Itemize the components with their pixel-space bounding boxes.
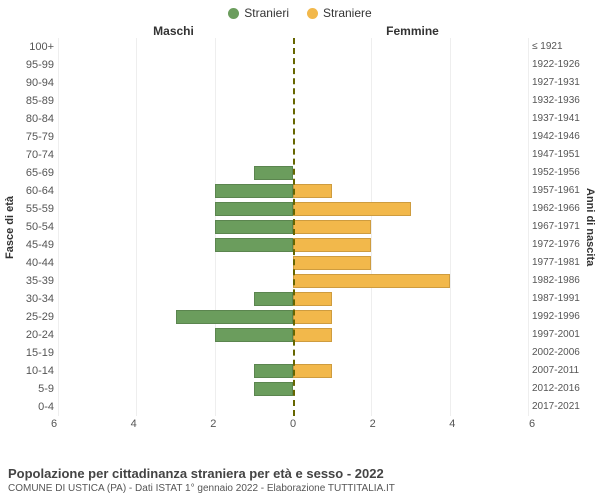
bar-male xyxy=(215,184,293,198)
birth-label: 2002-2006 xyxy=(532,344,582,362)
plot xyxy=(58,38,528,416)
x-tick: 4 xyxy=(449,418,455,430)
caption-sub: COMUNE DI USTICA (PA) - Dati ISTAT 1° ge… xyxy=(8,483,395,494)
bar-female xyxy=(293,238,371,252)
age-label: 20-24 xyxy=(18,326,54,344)
bar-female xyxy=(293,364,332,378)
legend-item-male: Stranieri xyxy=(228,6,289,20)
age-label: 90-94 xyxy=(18,74,54,92)
birth-label: 1992-1996 xyxy=(532,308,582,326)
header-female: Femmine xyxy=(293,24,532,38)
birth-label: 1942-1946 xyxy=(532,128,582,146)
bar-male xyxy=(254,166,293,180)
age-label: 80-84 xyxy=(18,110,54,128)
center-divider xyxy=(293,38,295,416)
bar-male xyxy=(176,310,294,324)
bar-male xyxy=(254,292,293,306)
age-labels: 100+95-9990-9485-8980-8475-7970-7465-696… xyxy=(18,38,58,416)
age-label: 95-99 xyxy=(18,56,54,74)
swatch-male xyxy=(228,8,239,19)
age-label: 15-19 xyxy=(18,344,54,362)
birth-label: 1982-1986 xyxy=(532,272,582,290)
age-label: 55-59 xyxy=(18,200,54,218)
yaxis-left-label: Fasce di età xyxy=(4,196,18,259)
age-label: 75-79 xyxy=(18,128,54,146)
bar-female xyxy=(293,256,371,270)
legend-label-male: Stranieri xyxy=(244,6,289,20)
bar-male xyxy=(215,220,293,234)
caption: Popolazione per cittadinanza straniera p… xyxy=(8,466,395,494)
bar-female xyxy=(293,184,332,198)
age-label: 50-54 xyxy=(18,218,54,236)
bar-male xyxy=(254,364,293,378)
bar-female xyxy=(293,328,332,342)
birth-label: 1972-1976 xyxy=(532,236,582,254)
x-tick: 6 xyxy=(51,418,57,430)
legend: Stranieri Straniere xyxy=(0,0,600,20)
age-label: 65-69 xyxy=(18,164,54,182)
x-tick: 4 xyxy=(131,418,137,430)
birth-label: 1932-1936 xyxy=(532,92,582,110)
birth-label: 1987-1991 xyxy=(532,290,582,308)
birth-label: ≤ 1921 xyxy=(532,38,582,56)
x-tick: 2 xyxy=(210,418,216,430)
birth-label: 1927-1931 xyxy=(532,74,582,92)
legend-item-female: Straniere xyxy=(307,6,372,20)
age-label: 70-74 xyxy=(18,146,54,164)
header-male: Maschi xyxy=(54,24,293,38)
birth-label: 1922-1926 xyxy=(532,56,582,74)
x-axis: 6 4 2 0 2 4 6 xyxy=(0,418,600,432)
birth-label: 2007-2011 xyxy=(532,362,582,380)
birth-label: 1977-1981 xyxy=(532,254,582,272)
birth-label: 1952-1956 xyxy=(532,164,582,182)
birth-label: 1957-1961 xyxy=(532,182,582,200)
x-tick: 0 xyxy=(290,418,296,430)
birth-label: 2012-2016 xyxy=(532,380,582,398)
birth-label: 1947-1951 xyxy=(532,146,582,164)
age-label: 100+ xyxy=(18,38,54,56)
birth-year-labels: ≤ 19211922-19261927-19311932-19361937-19… xyxy=(528,38,582,416)
age-label: 0-4 xyxy=(18,398,54,416)
birth-label: 1962-1966 xyxy=(532,200,582,218)
age-label: 10-14 xyxy=(18,362,54,380)
age-label: 35-39 xyxy=(18,272,54,290)
bar-female xyxy=(293,274,450,288)
birth-label: 1967-1971 xyxy=(532,218,582,236)
x-ticks: 6 4 2 0 2 4 6 xyxy=(54,418,532,432)
birth-label: 2017-2021 xyxy=(532,398,582,416)
age-label: 40-44 xyxy=(18,254,54,272)
bar-male xyxy=(215,328,293,342)
bar-male xyxy=(215,202,293,216)
age-label: 60-64 xyxy=(18,182,54,200)
bar-female xyxy=(293,310,332,324)
caption-title: Popolazione per cittadinanza straniera p… xyxy=(8,466,395,481)
x-tick: 6 xyxy=(529,418,535,430)
birth-label: 1997-2001 xyxy=(532,326,582,344)
swatch-female xyxy=(307,8,318,19)
age-label: 30-34 xyxy=(18,290,54,308)
age-label: 85-89 xyxy=(18,92,54,110)
legend-label-female: Straniere xyxy=(323,6,372,20)
yaxis-right-label: Anni di nascita xyxy=(582,188,596,266)
bar-female xyxy=(293,292,332,306)
age-label: 5-9 xyxy=(18,380,54,398)
chart-area: Fasce di età 100+95-9990-9485-8980-8475-… xyxy=(0,38,600,416)
bar-female xyxy=(293,220,371,234)
age-label: 45-49 xyxy=(18,236,54,254)
column-headers: Maschi Femmine xyxy=(0,24,600,38)
bar-female xyxy=(293,202,411,216)
age-label: 25-29 xyxy=(18,308,54,326)
bar-male xyxy=(215,238,293,252)
bar-male xyxy=(254,382,293,396)
x-tick: 2 xyxy=(370,418,376,430)
birth-label: 1937-1941 xyxy=(532,110,582,128)
